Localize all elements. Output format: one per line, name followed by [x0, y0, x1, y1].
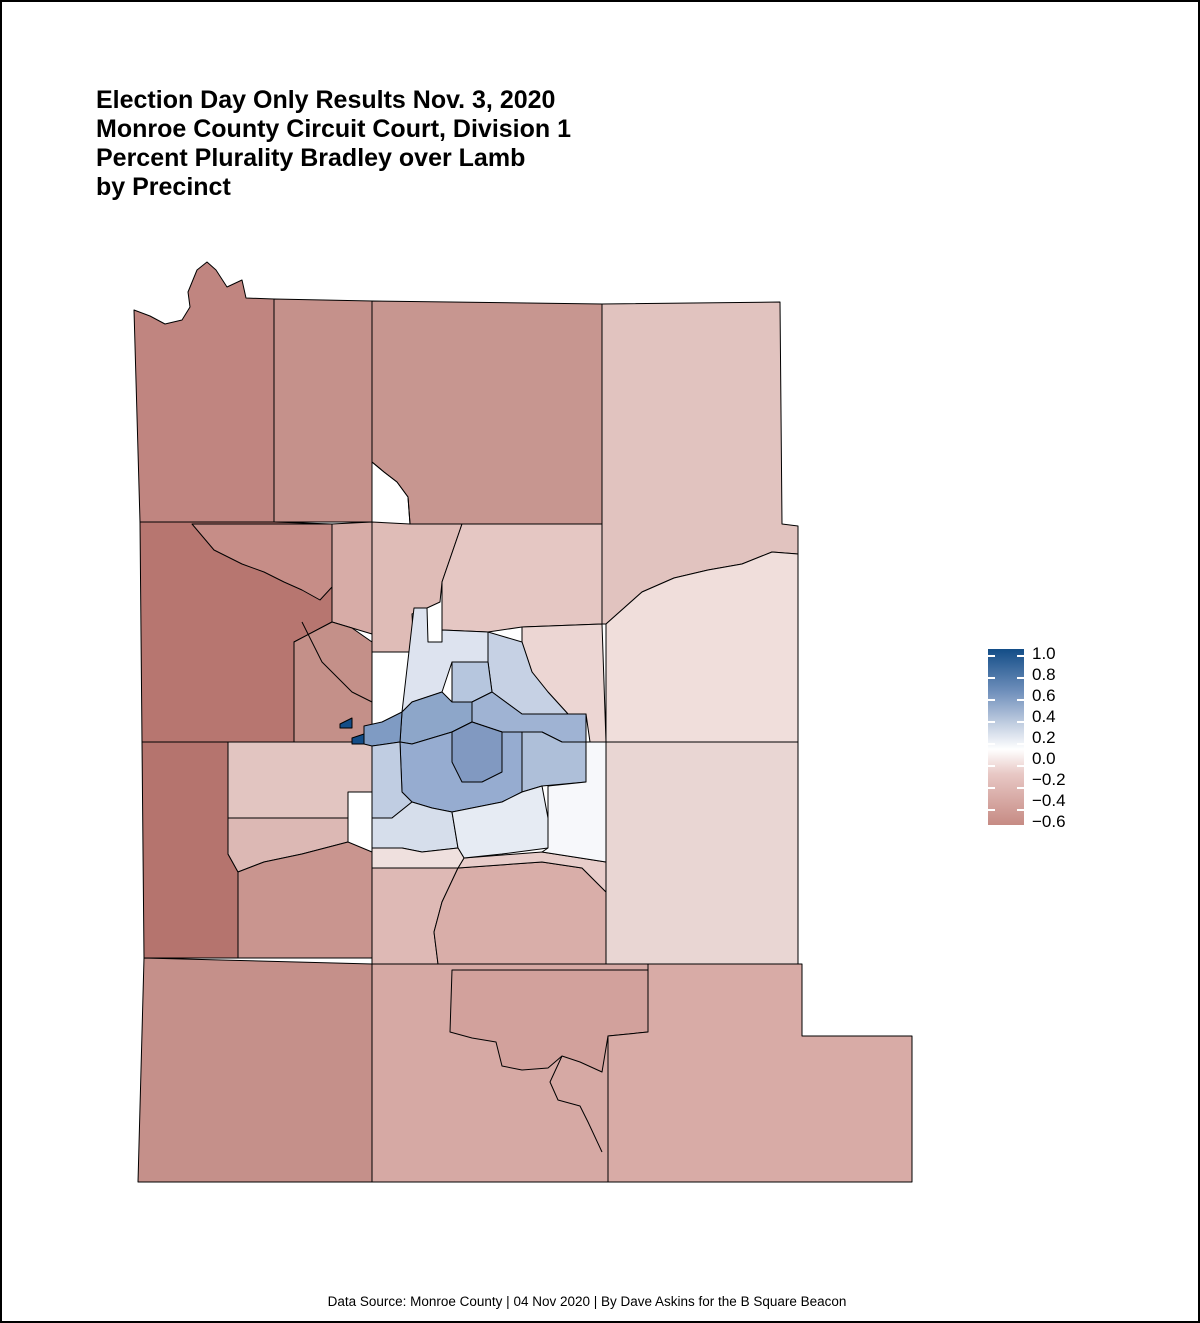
legend-tick [988, 715, 1024, 729]
precinct-north-central [371, 300, 603, 525]
legend-tick [988, 649, 1024, 663]
precinct-north-upper-middle [371, 521, 463, 653]
precinct-southwest-inner [237, 841, 373, 959]
creek-line-north [371, 461, 411, 525]
legend-label: 1.0 [1032, 644, 1056, 663]
precinct-west-lower [141, 741, 239, 959]
map-title: Election Day Only Results Nov. 3, 2020 M… [96, 86, 571, 202]
title-line-3: Percent Plurality Bradley over Lamb [96, 144, 526, 172]
legend-label: −0.6 [1032, 812, 1066, 831]
precinct-south-central [433, 861, 607, 965]
legend-tick [988, 671, 1024, 685]
legend-tick [988, 737, 1024, 751]
legend-label: −0.4 [1032, 791, 1066, 810]
legend-label: 0.4 [1032, 707, 1056, 726]
legend-label: −0.2 [1032, 770, 1066, 789]
precinct-city-west-small [339, 717, 353, 729]
legend-tick [988, 759, 1024, 773]
creek-line-ellettsville [301, 621, 373, 703]
legend-label: 0.0 [1032, 749, 1056, 768]
legend-tick [988, 803, 1024, 817]
precinct-northwest [133, 261, 275, 523]
precinct-north-center-pink [441, 523, 603, 633]
precinct-city-west-dark [351, 733, 365, 745]
precinct-city-southeast [541, 741, 607, 863]
legend-label: 0.8 [1032, 665, 1056, 684]
precinct-city-south-pink [371, 847, 465, 869]
legend-tick [988, 693, 1024, 707]
precinct-north-west-central [273, 298, 373, 523]
precinct-west-strip [227, 741, 373, 819]
legend-label: 0.6 [1032, 686, 1056, 705]
precinct-north-fringe [331, 521, 373, 635]
road-line-south [549, 1055, 603, 1153]
precinct-southeast [607, 963, 913, 1183]
title-line-2: Monroe County Circuit Court, Division 1 [96, 115, 572, 143]
title-line-1: Election Day Only Results Nov. 3, 2020 [96, 86, 556, 114]
precinct-east-lower [605, 741, 799, 965]
legend-tick [988, 781, 1024, 795]
precinct-southwest [137, 957, 373, 1183]
data-source-caption: Data Source: Monroe County | 04 Nov 2020… [327, 1294, 847, 1309]
precinct-northwest-inner [293, 621, 373, 743]
title-line-4: by Precinct [96, 173, 231, 201]
precinct-city-center-dark [451, 721, 503, 783]
legend-label: 0.2 [1032, 728, 1056, 747]
